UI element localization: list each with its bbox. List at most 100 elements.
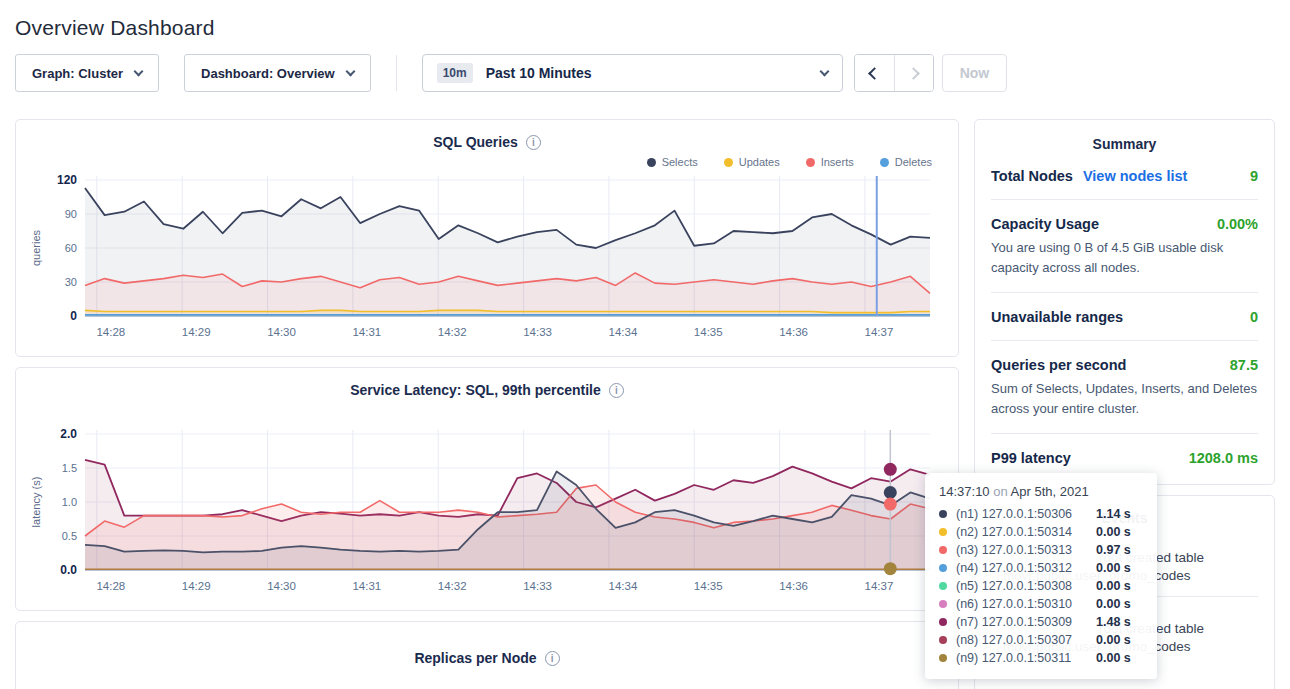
- legend-item-updates[interactable]: Updates: [724, 154, 780, 170]
- summary-description: You are using 0 B of 4.5 GiB usable disk…: [991, 238, 1258, 277]
- summary-value: 9: [1250, 168, 1258, 184]
- legend-item-deletes[interactable]: Deletes: [880, 154, 932, 170]
- info-icon[interactable]: i: [609, 383, 624, 398]
- node-address: (n5) 127.0.0.1:50308: [956, 579, 1096, 593]
- node-color-dot-icon: [939, 636, 947, 644]
- divider: [991, 340, 1258, 341]
- svg-text:90: 90: [65, 208, 77, 220]
- svg-text:14:32: 14:32: [438, 326, 467, 338]
- svg-text:14:32: 14:32: [438, 580, 467, 592]
- dashboard-controls: Graph: Cluster Dashboard: Overview 10m P…: [15, 54, 1275, 92]
- summary-row: Unavailable ranges0: [991, 309, 1258, 325]
- tooltip-node-row: (n8) 127.0.0.1:503070.00 s: [939, 631, 1143, 649]
- time-range-dropdown[interactable]: 10m Past 10 Minutes: [422, 54, 843, 92]
- chevron-right-icon: [907, 67, 920, 80]
- svg-text:14:28: 14:28: [96, 580, 125, 592]
- svg-text:14:31: 14:31: [352, 326, 381, 338]
- svg-text:14:36: 14:36: [779, 326, 808, 338]
- info-icon[interactable]: i: [526, 135, 541, 150]
- replicas-title: Replicas per Node i: [28, 648, 946, 668]
- tooltip-rows: (n1) 127.0.0.1:503061.14 s(n2) 127.0.0.1…: [939, 505, 1143, 667]
- view-nodes-list-link[interactable]: View nodes list: [1083, 168, 1188, 184]
- svg-text:30: 30: [65, 276, 77, 288]
- node-address: (n3) 127.0.0.1:50313: [956, 543, 1096, 557]
- node-address: (n4) 127.0.0.1:50312: [956, 561, 1096, 575]
- node-latency-value: 0.00 s: [1096, 579, 1131, 593]
- svg-text:queries: queries: [30, 229, 42, 266]
- service-latency-chart[interactable]: 0.00.51.01.52.014:2814:2914:3014:3114:32…: [28, 428, 946, 598]
- graph-scope-dropdown[interactable]: Graph: Cluster: [15, 54, 159, 92]
- tooltip-node-row: (n4) 127.0.0.1:503120.00 s: [939, 559, 1143, 577]
- svg-text:0: 0: [70, 309, 77, 323]
- replicas-panel: Replicas per Node i: [15, 621, 959, 689]
- tooltip-node-row: (n5) 127.0.0.1:503080.00 s: [939, 577, 1143, 595]
- node-address: (n6) 127.0.0.1:50310: [956, 597, 1096, 611]
- node-color-dot-icon: [939, 654, 947, 662]
- service-latency-title: Service Latency: SQL, 99th percentile i: [28, 380, 946, 400]
- legend-item-selects[interactable]: Selects: [647, 154, 698, 170]
- svg-text:1.5: 1.5: [62, 462, 77, 474]
- node-color-dot-icon: [939, 564, 947, 572]
- divider: [991, 292, 1258, 293]
- charts-column: SQL Queries i Selects Updates Inserts Delet…: [15, 119, 959, 689]
- node-address: (n9) 127.0.0.1:50311: [956, 651, 1096, 665]
- summary-rows: Total NodesView nodes list9Capacity Usag…: [991, 168, 1258, 466]
- graph-scope-label: Graph: Cluster: [32, 66, 123, 81]
- svg-text:latency (s): latency (s): [30, 477, 42, 528]
- legend-dot-icon: [806, 158, 815, 167]
- service-latency-panel: Service Latency: SQL, 99th percentile i …: [15, 367, 959, 611]
- node-latency-value: 0.00 s: [1096, 561, 1131, 575]
- svg-text:14:30: 14:30: [267, 326, 296, 338]
- svg-text:0.5: 0.5: [62, 530, 77, 542]
- time-forward-button[interactable]: [894, 55, 933, 91]
- now-button[interactable]: Now: [942, 54, 1008, 92]
- node-color-dot-icon: [939, 546, 947, 554]
- svg-text:14:37: 14:37: [865, 326, 894, 338]
- chart-hover-tooltip: 14:37:10 on Apr 5th, 2021 (n1) 127.0.0.1…: [925, 473, 1157, 679]
- svg-text:14:33: 14:33: [523, 580, 552, 592]
- svg-text:14:29: 14:29: [182, 580, 211, 592]
- node-color-dot-icon: [939, 510, 947, 518]
- controls-divider: [396, 55, 397, 91]
- legend-item-inserts[interactable]: Inserts: [806, 154, 854, 170]
- dashboard-select-label: Dashboard: Overview: [201, 66, 335, 81]
- svg-text:14:37: 14:37: [865, 580, 894, 592]
- summary-description: Sum of Selects, Updates, Inserts, and De…: [991, 379, 1258, 418]
- sql-queries-legend: Selects Updates Inserts Deletes: [28, 154, 932, 170]
- node-latency-value: 0.00 s: [1096, 525, 1131, 539]
- chevron-left-icon: [868, 67, 881, 80]
- summary-value: 0.00%: [1217, 216, 1258, 232]
- svg-text:14:34: 14:34: [609, 580, 638, 592]
- svg-text:14:29: 14:29: [182, 326, 211, 338]
- page-title: Overview Dashboard: [0, 0, 1290, 40]
- svg-text:14:30: 14:30: [267, 580, 296, 592]
- sql-queries-chart[interactable]: 030609012014:2814:2914:3014:3114:3214:33…: [28, 174, 946, 344]
- sql-queries-panel: SQL Queries i Selects Updates Inserts Delet…: [15, 119, 959, 357]
- summary-title: Summary: [991, 136, 1258, 152]
- svg-text:14:34: 14:34: [609, 326, 638, 338]
- tooltip-timestamp: 14:37:10 on Apr 5th, 2021: [939, 484, 1143, 499]
- summary-row: Capacity Usage 0.00% You are using 0 B of …: [991, 216, 1258, 277]
- summary-row: P99 latency1208.0 ms: [991, 450, 1258, 466]
- summary-label: Capacity Usage: [991, 216, 1099, 232]
- chevron-down-icon: [819, 67, 829, 77]
- divider: [991, 433, 1258, 434]
- node-latency-value: 0.00 s: [1096, 651, 1131, 665]
- summary-panel: Summary Total NodesView nodes list9Capac…: [974, 119, 1275, 485]
- sql-queries-title: SQL Queries i: [28, 132, 946, 152]
- time-range-badge: 10m: [437, 63, 473, 83]
- legend-label: Deletes: [895, 156, 932, 168]
- svg-text:14:36: 14:36: [779, 580, 808, 592]
- summary-label: Unavailable ranges: [991, 309, 1123, 325]
- svg-text:120: 120: [57, 174, 77, 187]
- summary-value: 87.5: [1230, 357, 1258, 373]
- info-icon[interactable]: i: [545, 651, 560, 666]
- summary-label: Queries per second: [991, 357, 1126, 373]
- time-back-button[interactable]: [855, 55, 894, 91]
- chevron-down-icon: [345, 67, 355, 77]
- dashboard-select-dropdown[interactable]: Dashboard: Overview: [184, 54, 371, 92]
- time-range-label: Past 10 Minutes: [486, 65, 592, 81]
- node-latency-value: 0.00 s: [1096, 633, 1131, 647]
- summary-row: Queries per second 87.5 Sum of Selects, Up…: [991, 357, 1258, 418]
- svg-text:14:28: 14:28: [96, 326, 125, 338]
